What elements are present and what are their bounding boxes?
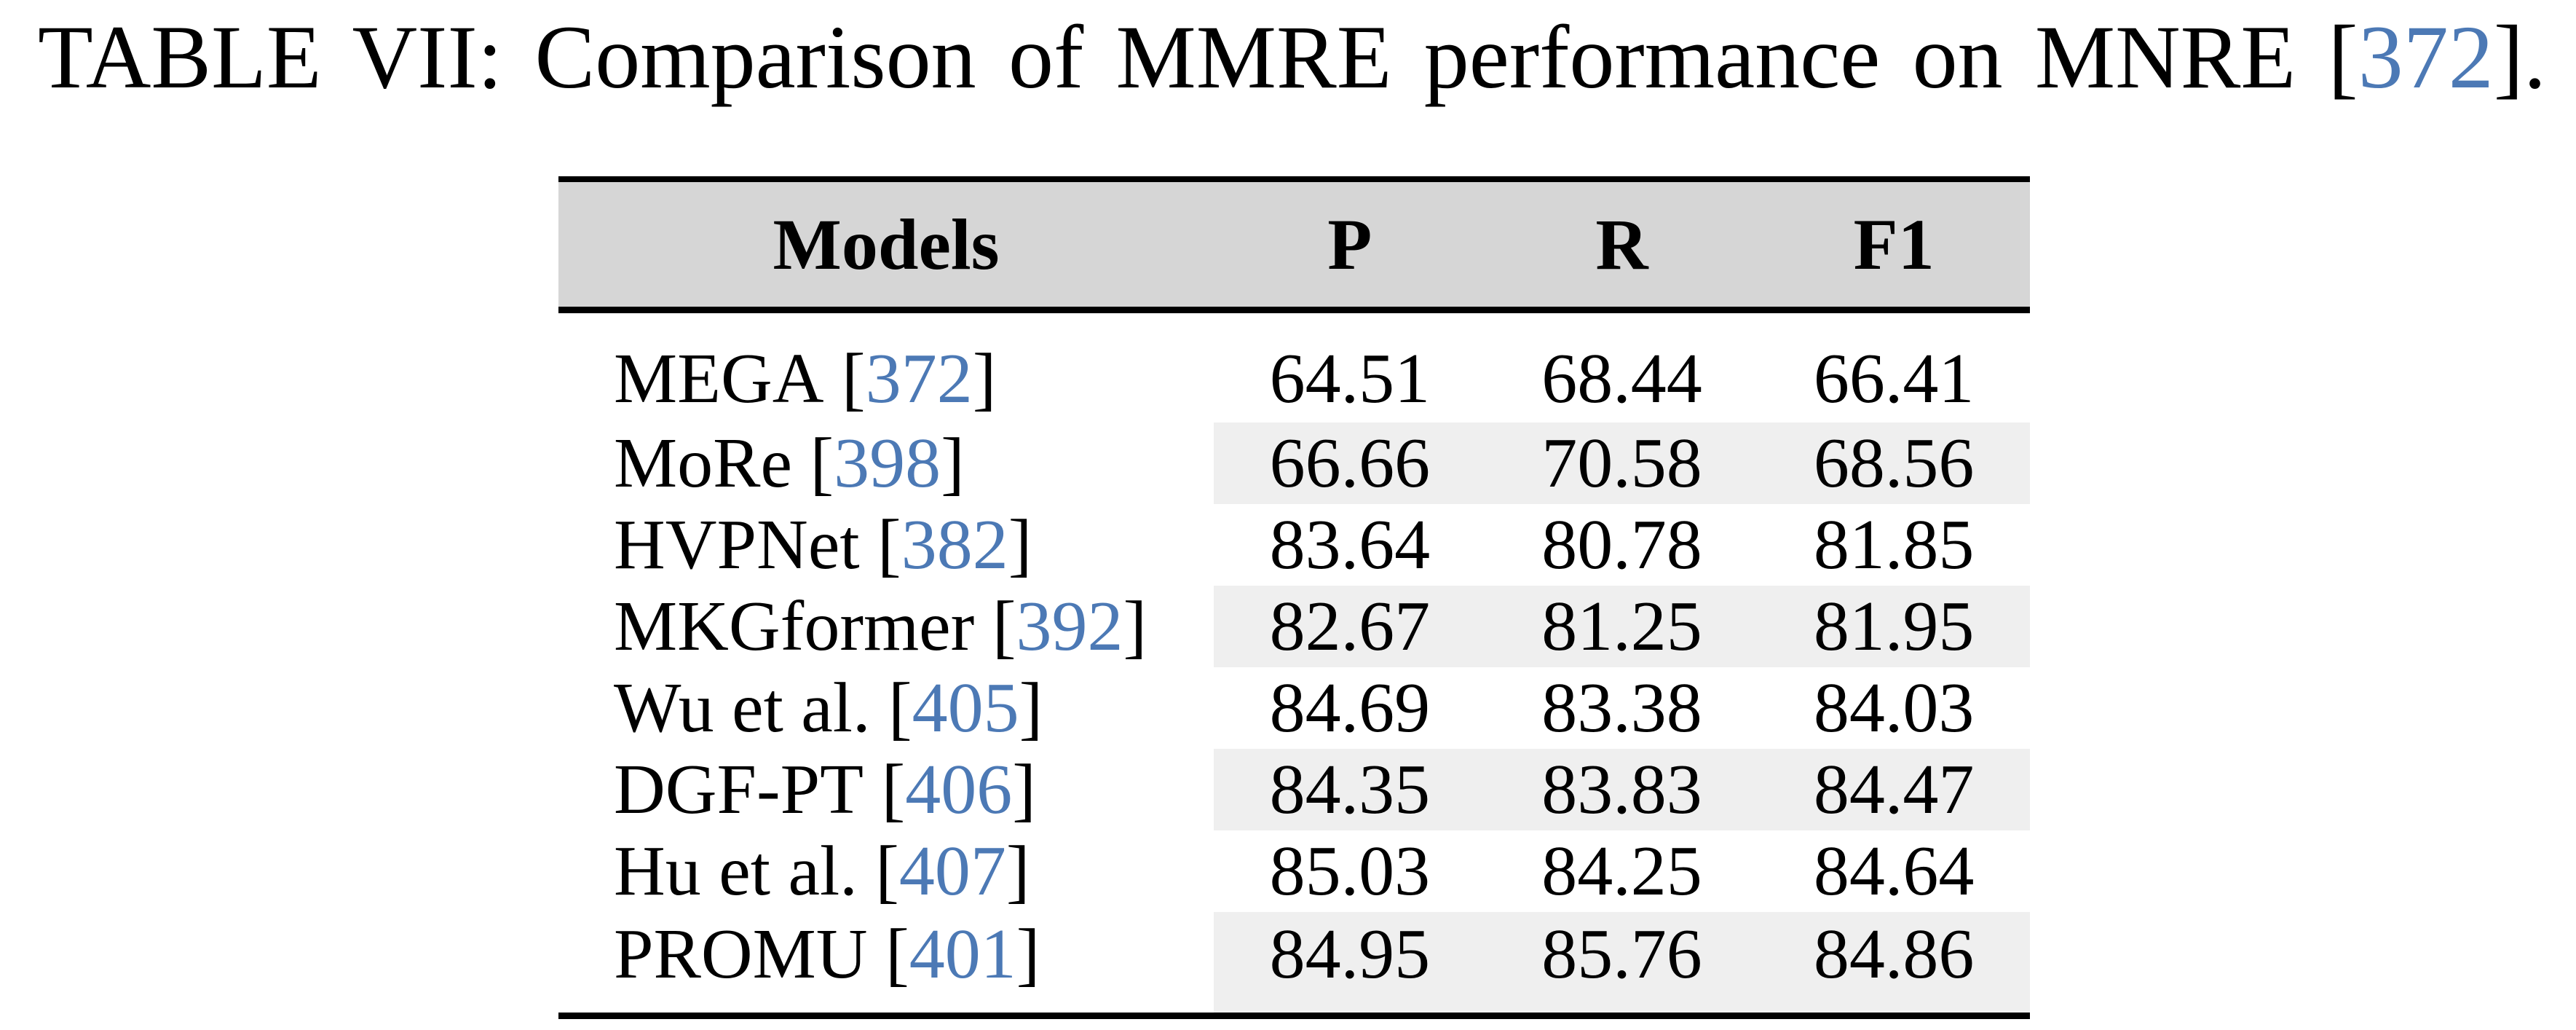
table-header-rule — [558, 307, 2030, 313]
recall-value: 84.25 — [1541, 832, 1702, 911]
results-table: Models P R F1 MEGA [372] 64.51 68.44 66.… — [558, 176, 2030, 1019]
table-caption: TABLE VII: Comparison of MMRE performanc… — [38, 4, 2546, 111]
metrics-area: 64.51 68.44 66.41 — [1214, 313, 2030, 422]
citation-open-bracket: [ — [870, 669, 912, 747]
table-row: HVPNet [382] 83.64 80.78 81.85 — [558, 504, 2030, 586]
model-name: Wu et al. — [614, 669, 871, 747]
f1-value: 81.95 — [1813, 587, 1975, 666]
recall-value: 81.25 — [1541, 587, 1702, 666]
citation-close-bracket: ] — [1005, 832, 1030, 911]
model-name-cell: Wu et al. [405] — [558, 667, 1214, 749]
citation-link[interactable]: 382 — [901, 506, 1008, 584]
metrics-area: 66.66 70.58 68.56 — [1214, 422, 2030, 504]
caption-period: . — [2524, 7, 2547, 107]
citation-close-bracket: ] — [941, 424, 965, 503]
f1-value: 84.64 — [1813, 832, 1975, 911]
recall-value: 83.83 — [1541, 750, 1702, 829]
citation-open-bracket: [ — [823, 339, 866, 418]
metrics-area: 83.64 80.78 81.85 — [1214, 504, 2030, 586]
citation-open-bracket: [ — [859, 506, 901, 584]
model-name: PROMU — [614, 915, 868, 994]
metrics-area: 82.67 81.25 81.95 — [1214, 586, 2030, 667]
caption-citation-link[interactable]: 372 — [2358, 7, 2494, 107]
table-row: Wu et al. [405] 84.69 83.38 84.03 — [558, 667, 2030, 749]
f1-value: 81.85 — [1813, 506, 1975, 584]
citation-link[interactable]: 372 — [865, 339, 973, 418]
model-name: MEGA — [614, 339, 824, 418]
f1-value: 66.41 — [1813, 339, 1975, 418]
caption-text: TABLE VII: Comparison of MMRE performanc… — [38, 7, 2296, 107]
precision-value: 84.35 — [1269, 750, 1431, 829]
table-row: MoRe [398] 66.66 70.58 68.56 — [558, 422, 2030, 504]
citation-link[interactable]: 407 — [898, 832, 1006, 911]
model-name: MoRe — [614, 424, 792, 503]
model-name-cell: MKGformer [392] — [558, 586, 1214, 667]
model-name: DGF-PT — [614, 750, 864, 829]
citation-open-bracket: [ — [974, 587, 1016, 666]
f1-value: 84.47 — [1813, 750, 1975, 829]
table-header-row: Models P R F1 — [558, 182, 2030, 307]
recall-value: 85.76 — [1541, 915, 1702, 994]
f1-value: 68.56 — [1813, 424, 1975, 503]
table-top-rule — [558, 176, 2030, 182]
table-bottom-rule — [558, 1013, 2030, 1019]
citation-link[interactable]: 392 — [1016, 587, 1123, 666]
f1-value: 84.86 — [1813, 915, 1975, 994]
metrics-area: 84.69 83.38 84.03 — [1214, 667, 2030, 749]
table-row: Hu et al. [407] 85.03 84.25 84.64 — [558, 830, 2030, 912]
citation-close-bracket: ] — [1008, 506, 1032, 584]
precision-value: 82.67 — [1269, 587, 1431, 666]
citation-open-bracket: [ — [867, 915, 909, 994]
citation-open-bracket: [ — [857, 832, 899, 911]
caption-close-bracket: ] — [2493, 7, 2524, 107]
citation-link[interactable]: 401 — [909, 915, 1016, 994]
table-row: PROMU [401] 84.95 85.76 84.86 — [558, 912, 2030, 1013]
citation-link[interactable]: 398 — [834, 424, 941, 503]
header-metrics-area: P R F1 — [1214, 182, 2030, 307]
citation-close-bracket: ] — [1016, 915, 1040, 994]
metrics-area: 84.95 85.76 84.86 — [1214, 912, 2030, 1013]
model-name: MKGformer — [614, 587, 975, 666]
citation-link[interactable]: 405 — [912, 669, 1019, 747]
model-name-cell: PROMU [401] — [558, 912, 1214, 1013]
citation-link[interactable]: 406 — [905, 750, 1013, 829]
citation-close-bracket: ] — [972, 339, 997, 418]
precision-value: 83.64 — [1269, 506, 1431, 584]
table-row: DGF-PT [406] 84.35 83.83 84.47 — [558, 749, 2030, 830]
table-row: MEGA [372] 64.51 68.44 66.41 — [558, 313, 2030, 422]
citation-close-bracket: ] — [1012, 750, 1036, 829]
precision-value: 66.66 — [1269, 424, 1431, 503]
model-name-cell: HVPNet [382] — [558, 504, 1214, 586]
f1-value: 84.03 — [1813, 669, 1975, 747]
table-row: MKGformer [392] 82.67 81.25 81.95 — [558, 586, 2030, 667]
citation-open-bracket: [ — [864, 750, 906, 829]
table-body: MEGA [372] 64.51 68.44 66.41 MoRe [398] … — [558, 313, 2030, 1013]
header-precision: P — [1327, 204, 1372, 285]
precision-value: 64.51 — [1269, 339, 1431, 418]
citation-open-bracket: [ — [792, 424, 834, 503]
model-name: Hu et al. — [614, 832, 858, 911]
recall-value: 80.78 — [1541, 506, 1702, 584]
header-recall: R — [1595, 204, 1648, 285]
precision-value: 84.95 — [1269, 915, 1431, 994]
header-f1: F1 — [1853, 204, 1935, 285]
metrics-area: 84.35 83.83 84.47 — [1214, 749, 2030, 830]
citation-close-bracket: ] — [1123, 587, 1147, 666]
caption-open-bracket: [ — [2296, 7, 2358, 107]
recall-value: 83.38 — [1541, 669, 1702, 747]
model-name-cell: DGF-PT [406] — [558, 749, 1214, 830]
model-name-cell: Hu et al. [407] — [558, 830, 1214, 912]
header-models: Models — [773, 204, 1000, 285]
precision-value: 85.03 — [1269, 832, 1431, 911]
recall-value: 70.58 — [1541, 424, 1702, 503]
metrics-area: 85.03 84.25 84.64 — [1214, 830, 2030, 912]
model-name-cell: MEGA [372] — [558, 313, 1214, 422]
recall-value: 68.44 — [1541, 339, 1702, 418]
model-name-cell: MoRe [398] — [558, 422, 1214, 504]
citation-close-bracket: ] — [1019, 669, 1043, 747]
model-name: HVPNet — [614, 506, 860, 584]
precision-value: 84.69 — [1269, 669, 1431, 747]
